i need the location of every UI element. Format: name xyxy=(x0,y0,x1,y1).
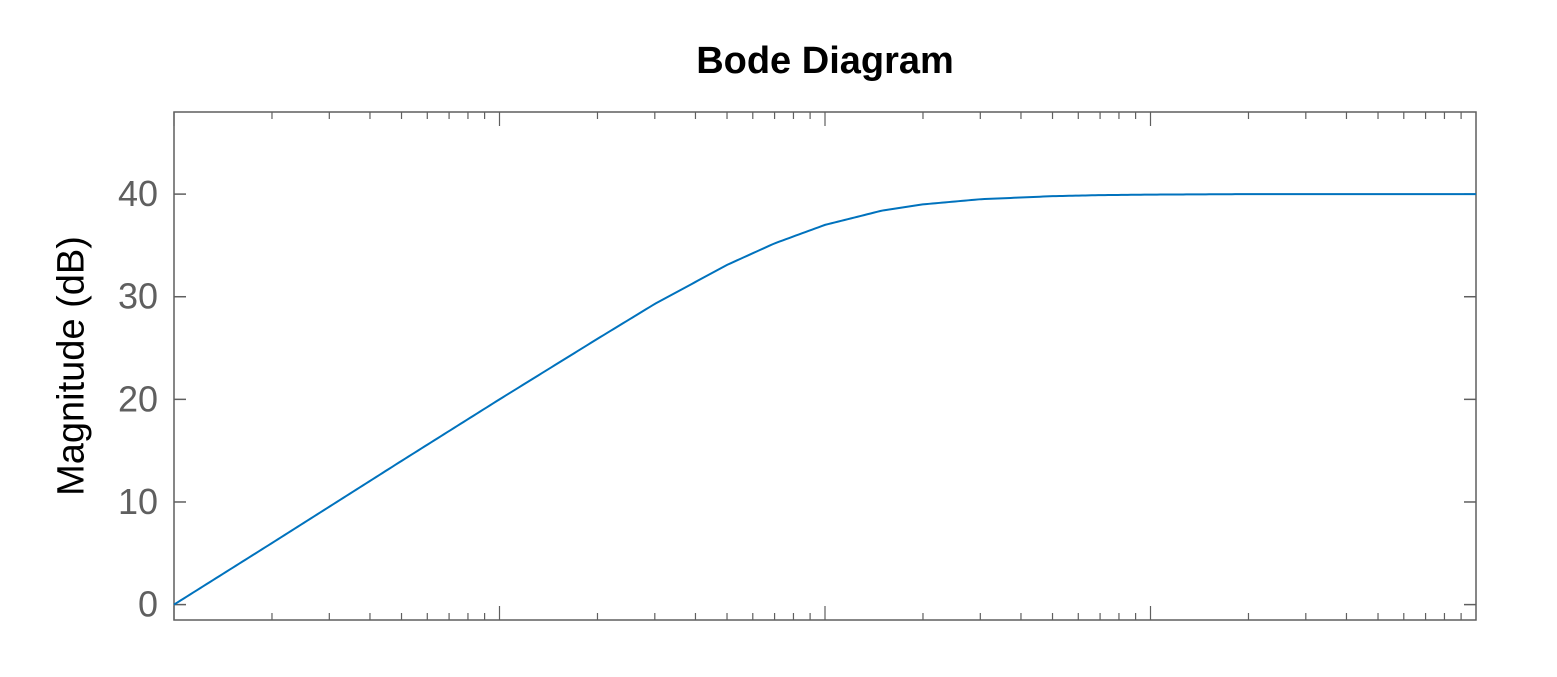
y-tick-label: 40 xyxy=(118,173,158,214)
plot-frame xyxy=(173,111,1477,621)
y-tick-label: 20 xyxy=(118,378,158,419)
magnitude-line xyxy=(173,193,1476,606)
y-tick-label: 10 xyxy=(118,481,158,522)
chart-title: Bode Diagram xyxy=(696,40,954,82)
y-tick-label: 0 xyxy=(138,584,158,625)
y-tick-label: 30 xyxy=(118,276,158,317)
